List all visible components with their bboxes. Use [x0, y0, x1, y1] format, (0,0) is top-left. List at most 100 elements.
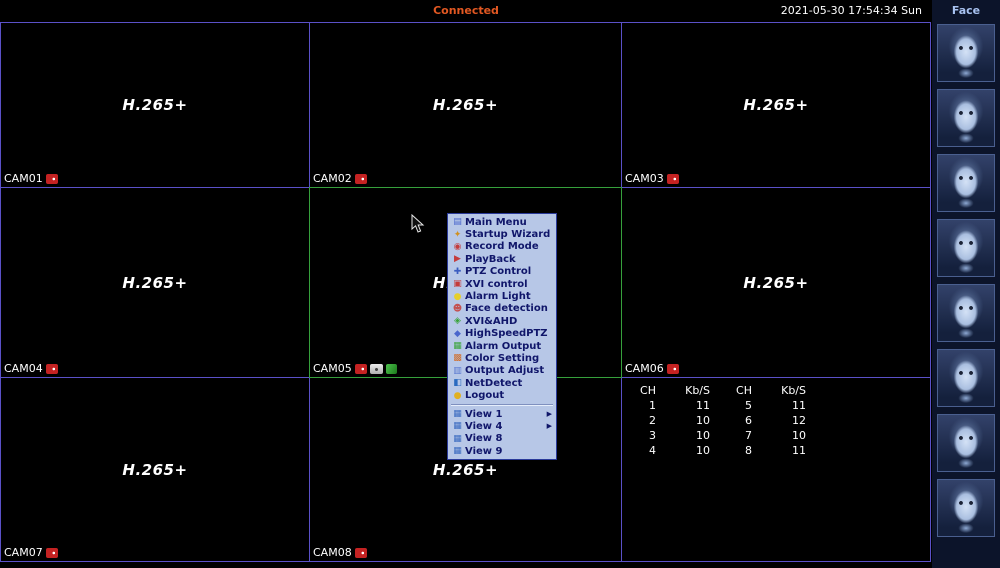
record-icon	[45, 364, 58, 374]
bitrate-cell: 10	[792, 429, 806, 442]
menu-item-label: Alarm Output	[465, 340, 542, 352]
alarm-output-icon: ▦	[453, 341, 462, 352]
bitrate-header: CH	[736, 384, 752, 397]
menu-item-label: Logout	[465, 390, 505, 402]
menu-item-color-setting[interactable]: ▩ Color Setting	[449, 352, 555, 364]
bitrate-cell: 6	[745, 414, 752, 427]
face-thumbnail[interactable]	[937, 479, 995, 537]
bitrate-cell: 12	[792, 414, 806, 427]
playback-icon: ▶	[454, 254, 461, 265]
menu-item-label: NetDetect	[465, 377, 523, 389]
camera-cell-cam07[interactable]: H.265+ CAM07	[1, 378, 309, 561]
menu-item-label: PTZ Control	[465, 266, 532, 278]
camera-label: CAM06	[625, 363, 679, 375]
top-bar: Connected 2021-05-30 17:54:34 Sun	[0, 0, 932, 22]
bitrate-info-cell[interactable]: CH Kb/S CH Kb/S 1 11 5 11 2 10 6 12 3 10…	[622, 378, 930, 561]
record-icon	[354, 174, 367, 184]
main-menu-icon: ▤	[453, 217, 462, 228]
record-icon	[354, 364, 367, 374]
face-panel: Face	[932, 0, 1000, 568]
menu-item-net-detect[interactable]: ◧ NetDetect	[449, 377, 555, 389]
menu-item-label: Alarm Light	[465, 291, 531, 303]
logout-icon: ●	[453, 390, 462, 401]
camera-cell-cam02[interactable]: H.265+ CAM02	[310, 23, 621, 187]
view-grid-icon: ▦	[453, 433, 462, 444]
menu-item-output-adjust[interactable]: ▥ Output Adjust	[449, 365, 555, 377]
menu-item-playback[interactable]: ▶ PlayBack	[449, 253, 555, 265]
alarm-light-icon: ●	[453, 291, 462, 302]
menu-item-alarm-light[interactable]: ● Alarm Light	[449, 290, 555, 302]
bitrate-cell: 11	[792, 399, 806, 412]
menu-item-label: Record Mode	[465, 241, 539, 253]
codec-label: H.265+	[122, 273, 188, 292]
menu-item-logout[interactable]: ● Logout	[449, 389, 555, 401]
camera-name: CAM08	[313, 546, 352, 559]
menu-item-xvi-ahd[interactable]: ◈ XVI&AHD	[449, 315, 555, 327]
menu-item-xvi-control[interactable]: ▣ XVI control	[449, 278, 555, 290]
menu-item-label: View 8	[465, 433, 503, 445]
menu-item-alarm-output[interactable]: ▦ Alarm Output	[449, 340, 555, 352]
record-icon	[666, 364, 679, 374]
menu-item-face-detection[interactable]: ☻ Face detection	[449, 303, 555, 315]
camera-cell-cam01[interactable]: H.265+ CAM01	[1, 23, 309, 187]
xvi-control-icon: ▣	[453, 279, 462, 290]
camera-label: CAM08	[313, 547, 367, 559]
bitrate-cell: 8	[745, 444, 752, 457]
camera-cell-cam06[interactable]: H.265+ CAM06	[622, 188, 930, 377]
net-detect-icon: ◧	[453, 378, 462, 389]
face-panel-title: Face	[951, 4, 981, 17]
camera-name: CAM03	[625, 172, 664, 185]
menu-item-label: View 4	[465, 420, 503, 432]
face-thumbnail[interactable]	[937, 89, 995, 147]
face-thumbnail[interactable]	[937, 24, 995, 82]
bitrate-header: Kb/S	[781, 384, 806, 397]
menu-item-view-4[interactable]: ▦ View 4 ▶	[449, 420, 555, 432]
bitrate-table: CH Kb/S CH Kb/S 1 11 5 11 2 10 6 12 3 10…	[626, 384, 810, 457]
camera-label: CAM02	[313, 173, 367, 185]
menu-item-view-1[interactable]: ▦ View 1 ▶	[449, 408, 555, 420]
face-detection-icon: ☻	[452, 303, 463, 314]
view-grid-icon: ▦	[453, 421, 462, 432]
menu-item-high-speed-ptz[interactable]: ◆ HighSpeedPTZ	[449, 328, 555, 340]
menu-item-main-menu[interactable]: ▤ Main Menu	[449, 216, 555, 228]
menu-item-ptz-control[interactable]: ✚ PTZ Control	[449, 266, 555, 278]
camera-label: CAM07	[4, 547, 58, 559]
view-grid-icon: ▦	[453, 446, 462, 457]
menu-item-label: Main Menu	[465, 216, 527, 228]
codec-label: H.265+	[432, 460, 499, 479]
submenu-arrow-icon: ▶	[546, 410, 552, 419]
bitrate-cell: 7	[745, 429, 752, 442]
menu-item-label: View 9	[465, 445, 503, 457]
intelligent-green-icon	[385, 364, 397, 374]
menu-item-startup-wizard[interactable]: ✦ Startup Wizard	[449, 228, 555, 240]
menu-item-view-8[interactable]: ▦ View 8	[449, 433, 555, 445]
camera-cell-cam03[interactable]: H.265+ CAM03	[622, 23, 930, 187]
menu-item-record-mode[interactable]: ◉ Record Mode	[449, 241, 555, 253]
bitrate-header: Kb/S	[685, 384, 710, 397]
output-adjust-icon: ▥	[453, 365, 462, 376]
codec-label: H.265+	[743, 273, 809, 292]
face-thumbnail[interactable]	[937, 219, 995, 277]
record-icon	[666, 174, 679, 184]
camera-label: CAM01	[4, 173, 58, 185]
face-thumbnail[interactable]	[937, 349, 995, 407]
startup-wizard-icon: ✦	[453, 229, 462, 240]
codec-label: H.265+	[122, 96, 188, 114]
submenu-arrow-icon: ▶	[546, 422, 552, 431]
face-thumbnail[interactable]	[937, 284, 995, 342]
face-thumbnail[interactable]	[937, 414, 995, 472]
face-thumbnail[interactable]	[937, 154, 995, 212]
camera-name: CAM05	[313, 362, 352, 375]
camera-cell-cam04[interactable]: H.265+ CAM04	[1, 188, 309, 377]
bitrate-cell: 10	[696, 414, 710, 427]
color-setting-icon: ▩	[453, 353, 462, 364]
datetime-display: 2021-05-30 17:54:34 Sun	[780, 4, 922, 17]
menu-item-label: PlayBack	[465, 253, 516, 265]
menu-item-label: XVI control	[465, 278, 528, 290]
menu-item-label: View 1	[465, 408, 503, 420]
bitrate-header: CH	[640, 384, 656, 397]
ptz-control-icon: ✚	[453, 266, 462, 277]
menu-item-view-9[interactable]: ▦ View 9	[449, 445, 555, 457]
bitrate-cell: 2	[649, 414, 656, 427]
xvi-ahd-icon: ◈	[454, 316, 461, 327]
